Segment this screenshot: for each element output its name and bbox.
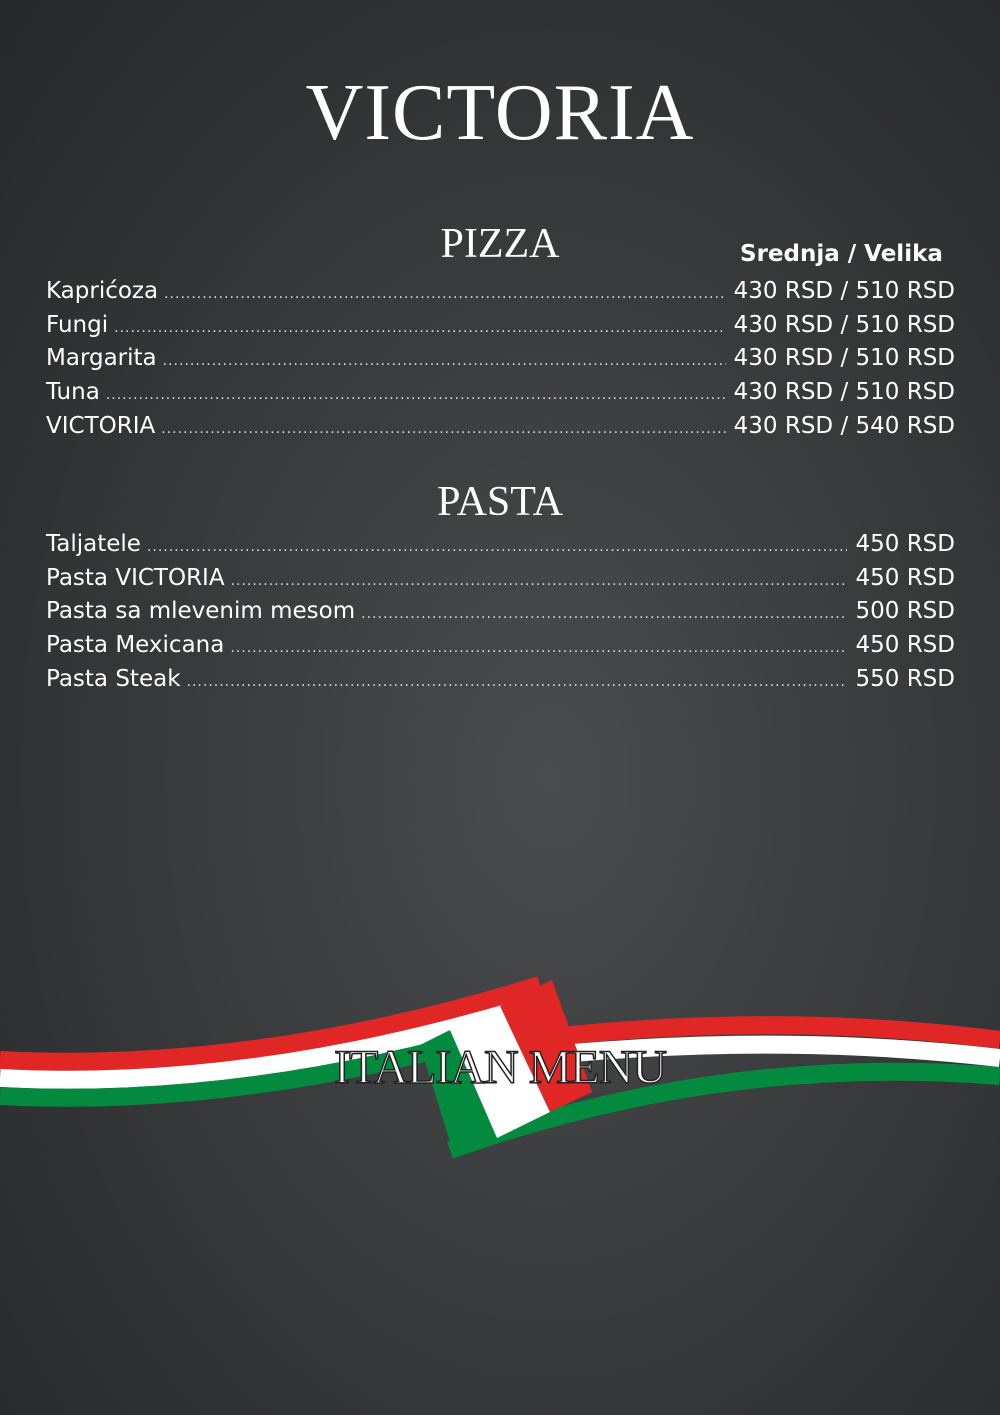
item-name: Taljatele [46, 531, 141, 557]
ribbon-right-red [559, 1016, 1000, 1049]
pasta-heading: PASTA [437, 479, 563, 525]
item-name: Pasta Mexicana [46, 632, 225, 659]
item-name: Kaprićoza [46, 278, 159, 304]
item-price: 450 RSD [855, 564, 955, 591]
fold-green [420, 1030, 497, 1158]
ribbon-left-red [0, 976, 543, 1071]
item-name: Pasta sa mlevenim mesom [46, 598, 356, 625]
menu-item: Pasta Steak 550 RSD [46, 666, 955, 700]
menu-item: Pasta VICTORIA 450 RSD [46, 565, 955, 599]
item-price: 430 RSD / 510 RSD [733, 278, 955, 304]
item-name: Tuna [46, 379, 100, 406]
pizza-heading: PIZZA [440, 221, 560, 267]
fold-red [500, 980, 592, 1112]
ribbon-right-white [559, 1035, 1000, 1067]
item-price: 430 RSD / 510 RSD [733, 345, 955, 372]
menu-item: Kaprićoza 430 RSD / 510 RSD [46, 278, 955, 312]
item-price: 500 RSD [855, 598, 955, 625]
menu-item: Fungi 430 RSD / 510 RSD [46, 312, 955, 346]
item-name: Fungi [46, 311, 109, 338]
menu-item: Pasta sa mlevenim mesom 500 RSD [46, 598, 955, 632]
ribbon-left-white [0, 994, 543, 1089]
pasta-list: Taljatele 450 RSD Pasta VICTORIA 450 RSD P… [46, 531, 955, 699]
menu-item: Pasta Mexicana 450 RSD [46, 632, 955, 666]
menu-item: VICTORIA 430 RSD / 540 RSD [46, 413, 955, 447]
fold-white [450, 1006, 550, 1138]
item-price: 550 RSD [855, 665, 955, 692]
item-name: VICTORIA [46, 412, 156, 439]
item-name: Margarita [46, 345, 157, 372]
item-price: 450 RSD [855, 632, 955, 659]
menu-item: Taljatele 450 RSD [46, 531, 955, 565]
item-price: 430 RSD / 510 RSD [733, 311, 955, 338]
pizza-list: Kaprićoza 430 RSD / 510 RSD Fungi 430 RSD … [46, 278, 955, 446]
item-price: 430 RSD / 540 RSD [733, 412, 955, 439]
item-name: Pasta VICTORIA [46, 564, 225, 591]
italian-menu-banner: ITALIAN MENU [333, 1040, 668, 1095]
pizza-size-header: Srednja / Velika [740, 241, 943, 267]
menu-item: Tuna 430 RSD / 510 RSD [46, 379, 955, 413]
menu-item: Margarita 430 RSD / 510 RSD [46, 345, 955, 379]
item-price: 450 RSD [855, 531, 955, 557]
ribbon-right-green [447, 1062, 1000, 1159]
restaurant-title: VICTORIA [305, 69, 695, 157]
item-name: Pasta Steak [46, 665, 181, 692]
item-price: 430 RSD / 510 RSD [733, 379, 955, 406]
